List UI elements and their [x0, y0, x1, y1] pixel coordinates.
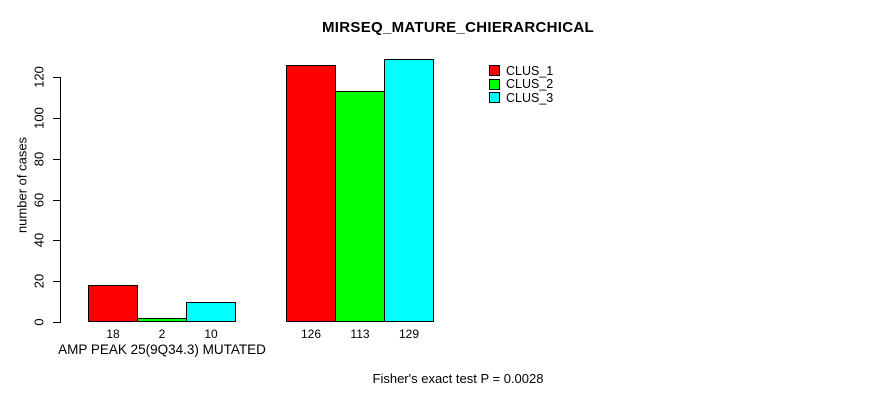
y-axis-line	[60, 77, 61, 323]
y-tick-label: 60	[31, 192, 47, 208]
legend-item-clus_2: CLUS_2	[489, 77, 554, 92]
bar-clus_3-group1	[186, 302, 236, 322]
y-tick-label: 80	[31, 151, 47, 167]
y-tick-mark	[53, 322, 60, 323]
legend-label: CLUS_2	[506, 77, 554, 92]
chart-title: MIRSEQ_MATURE_CHIERARCHICAL	[322, 19, 594, 36]
fisher-test-annotation: Fisher's exact test P = 0.0028	[372, 371, 544, 386]
legend-item-clus_3: CLUS_3	[489, 91, 553, 105]
y-tick-mark	[53, 200, 60, 201]
y-tick-label: 20	[31, 273, 47, 289]
bar-value-label: 129	[398, 327, 420, 341]
bar-value-label: 126	[300, 327, 322, 341]
x-category-label: AMP PEAK 25(9Q34.3) MUTATED	[58, 342, 266, 357]
bar-value-label: 18	[106, 327, 120, 341]
legend-color-swatch	[489, 92, 500, 104]
y-tick-label: 0	[31, 318, 47, 326]
bar-clus_3-group2	[384, 59, 434, 322]
bar-clus_1-group1	[88, 285, 138, 322]
bar-value-label: 10	[204, 327, 218, 341]
y-tick-label: 100	[31, 107, 47, 129]
legend-color-swatch	[489, 65, 500, 77]
y-tick-mark	[53, 118, 60, 119]
y-tick-mark	[53, 77, 60, 78]
bar-clus_2-group2	[335, 91, 385, 322]
legend-label: CLUS_1	[506, 63, 554, 78]
y-tick-mark	[53, 159, 60, 160]
y-tick-mark	[53, 281, 60, 282]
bar-value-label: 113	[350, 327, 370, 341]
bar-clus_2-group1	[137, 318, 187, 322]
bar-clus_1-group2	[286, 65, 336, 322]
y-tick-mark	[53, 240, 60, 241]
legend-color-swatch	[489, 78, 500, 90]
legend: CLUS_1 CLUS_2 CLUS_3	[489, 64, 553, 105]
legend-item-clus_1: CLUS_1	[489, 64, 553, 78]
legend-label: CLUS_3	[506, 90, 554, 105]
bar-value-label: 2	[158, 327, 166, 341]
y-tick-label: 40	[31, 232, 47, 248]
y-axis-label: number of cases	[14, 136, 30, 234]
y-tick-label: 120	[31, 66, 47, 88]
